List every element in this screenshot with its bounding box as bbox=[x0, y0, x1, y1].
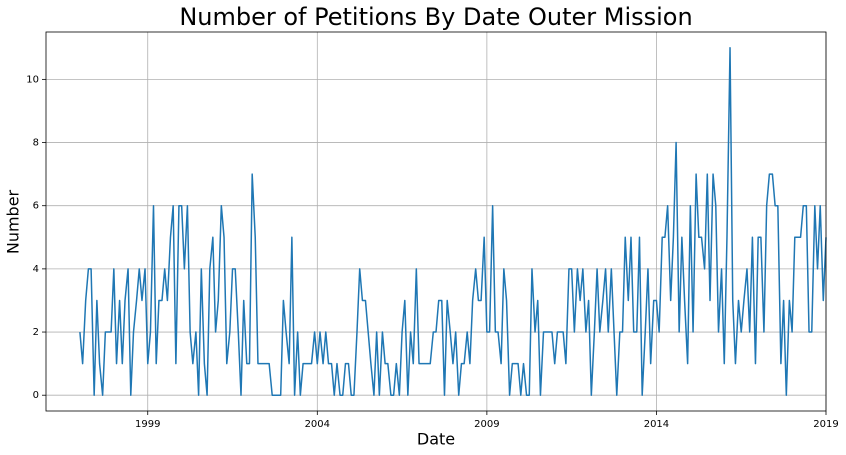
y-tick-label: 8 bbox=[33, 138, 39, 149]
y-tick-label: 2 bbox=[33, 327, 39, 338]
y-tick-label: 10 bbox=[26, 74, 39, 85]
x-tick-label: 2009 bbox=[474, 419, 499, 430]
x-tick-label: 2014 bbox=[644, 419, 669, 430]
plot-frame bbox=[45, 31, 827, 412]
x-tick-label: 2004 bbox=[305, 419, 330, 430]
x-tick-label: 1999 bbox=[135, 419, 160, 430]
y-axis-label: Number bbox=[4, 189, 23, 254]
x-tick-label: 2019 bbox=[813, 419, 838, 430]
y-tick-label: 4 bbox=[33, 264, 39, 275]
y-tick-label: 0 bbox=[33, 390, 39, 401]
x-axis-label: Date bbox=[417, 430, 455, 449]
y-tick-label: 6 bbox=[33, 201, 39, 212]
chart-title: Number of Petitions By Date Outer Missio… bbox=[179, 3, 692, 31]
data-line bbox=[79, 47, 827, 396]
